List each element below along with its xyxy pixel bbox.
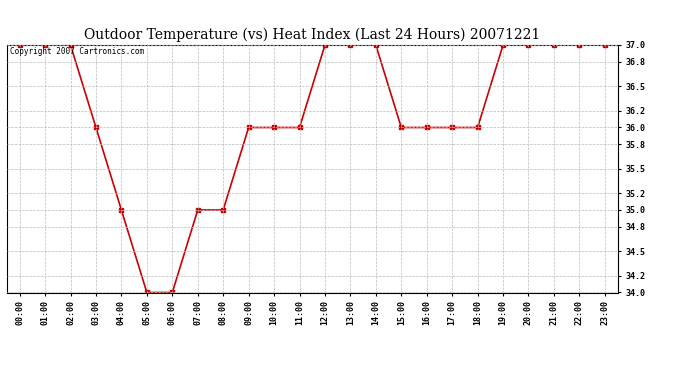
Text: Copyright 2007 Cartronics.com: Copyright 2007 Cartronics.com — [10, 48, 144, 57]
Title: Outdoor Temperature (vs) Heat Index (Last 24 Hours) 20071221: Outdoor Temperature (vs) Heat Index (Las… — [84, 28, 540, 42]
